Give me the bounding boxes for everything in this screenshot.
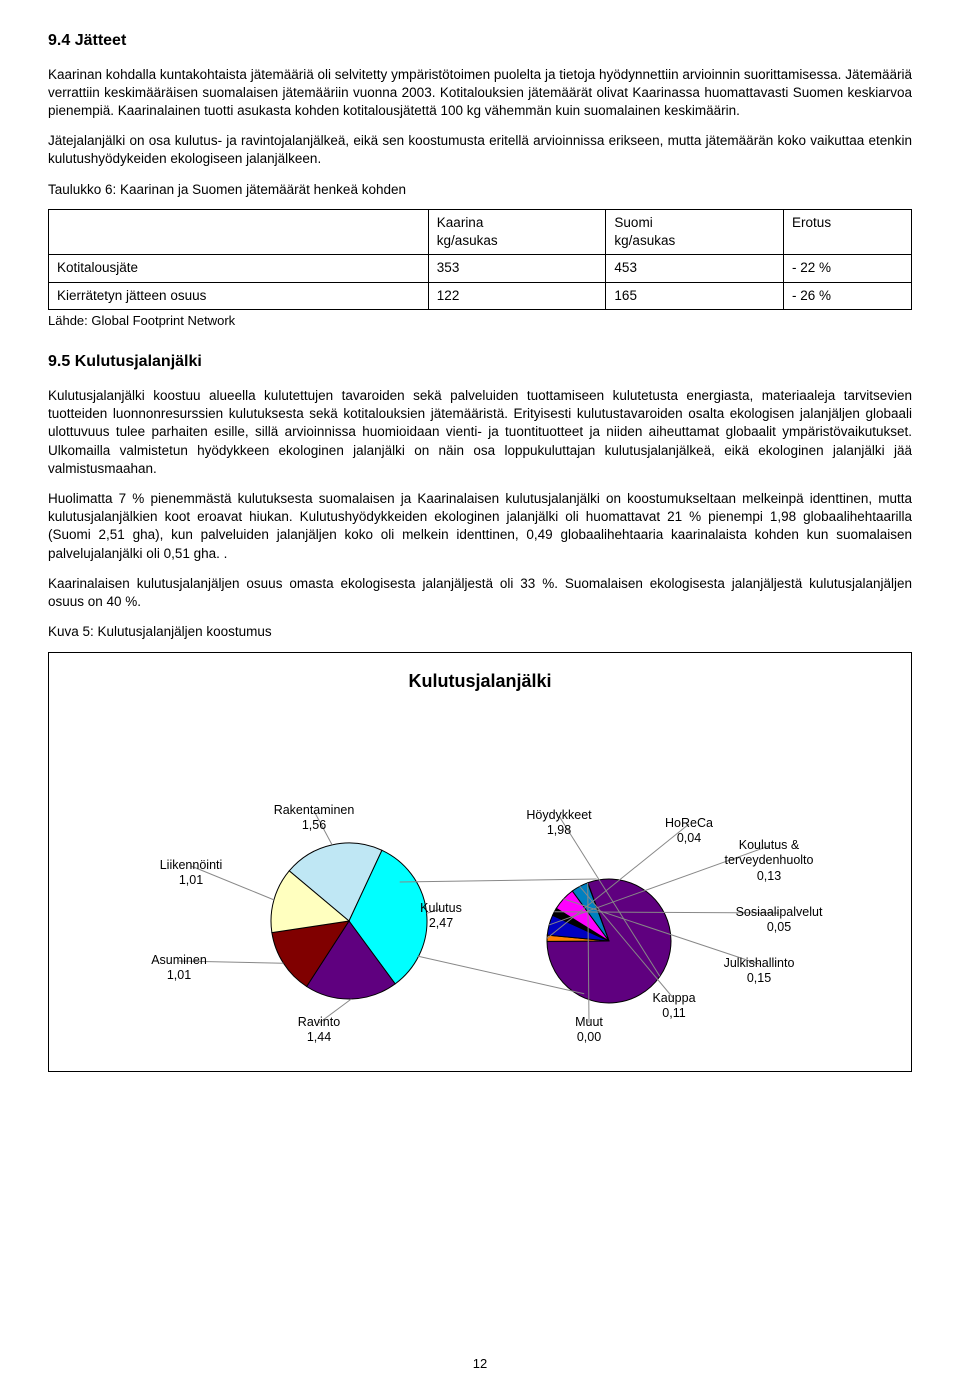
cell: - 22 %	[784, 255, 912, 282]
page-number: 12	[0, 1355, 960, 1373]
chart-label: Ravinto1,44	[298, 1015, 340, 1046]
cell: Kierrätetyn jätteen osuus	[49, 282, 429, 309]
chart-label: Asuminen1,01	[151, 953, 207, 984]
para-9-4-2: Jätejalanjälki on osa kulutus- ja ravint…	[48, 132, 912, 168]
th-erotus: Erotus	[784, 209, 912, 254]
table-6: Kaarina kg/asukas Suomi kg/asukas Erotus…	[48, 209, 912, 310]
chart-label: Muut0,00	[575, 1015, 603, 1046]
cell: 353	[428, 255, 606, 282]
cell: 165	[606, 282, 784, 309]
chart-label: Rakentaminen1,56	[274, 803, 355, 834]
para-9-5-3: Kaarinalaisen kulutusjalanjäljen osuus o…	[48, 575, 912, 611]
table-row: Kierrätetyn jätteen osuus 122 165 - 26 %	[49, 282, 912, 309]
chart-kulutusjalanjalki: Kulutusjalanjälki Rakentaminen1,56Kulutu…	[48, 652, 912, 1072]
th-suomi: Suomi kg/asukas	[606, 209, 784, 254]
th-kaarina: Kaarina kg/asukas	[428, 209, 606, 254]
chart-label: Julkishallinto0,15	[724, 956, 795, 987]
chart-label: Koulutus &terveydenhuolto0,13	[725, 838, 814, 885]
table-row: Kaarina kg/asukas Suomi kg/asukas Erotus	[49, 209, 912, 254]
cell: 453	[606, 255, 784, 282]
table6-source: Lähde: Global Footprint Network	[48, 312, 912, 330]
cell: 122	[428, 282, 606, 309]
cell: - 26 %	[784, 282, 912, 309]
chart-label: Kulutus2,47	[420, 901, 462, 932]
table-row: Kotitalousjäte 353 453 - 22 %	[49, 255, 912, 282]
chart-label: Höydykkeet1,98	[526, 808, 591, 839]
chart-label: Kauppa0,11	[652, 991, 695, 1022]
table6-caption: Taulukko 6: Kaarinan ja Suomen jätemäärä…	[48, 181, 912, 199]
heading-9-5: 9.5 Kulutusjalanjälki	[48, 351, 912, 373]
chart-label: Liikennöinti1,01	[160, 858, 223, 889]
para-9-5-2: Huolimatta 7 % pienemmästä kulutuksesta …	[48, 490, 912, 563]
chart-label: HoReCa0,04	[665, 816, 713, 847]
para-9-5-1: Kulutusjalanjälki koostuu alueella kulut…	[48, 387, 912, 478]
heading-9-4: 9.4 Jätteet	[48, 30, 912, 52]
para-9-4-1: Kaarinan kohdalla kuntakohtaista jätemää…	[48, 66, 912, 121]
chart-label: Sosiaalipalvelut0,05	[736, 905, 823, 936]
th-empty	[49, 209, 429, 254]
fig5-caption: Kuva 5: Kulutusjalanjäljen koostumus	[48, 623, 912, 641]
cell: Kotitalousjäte	[49, 255, 429, 282]
